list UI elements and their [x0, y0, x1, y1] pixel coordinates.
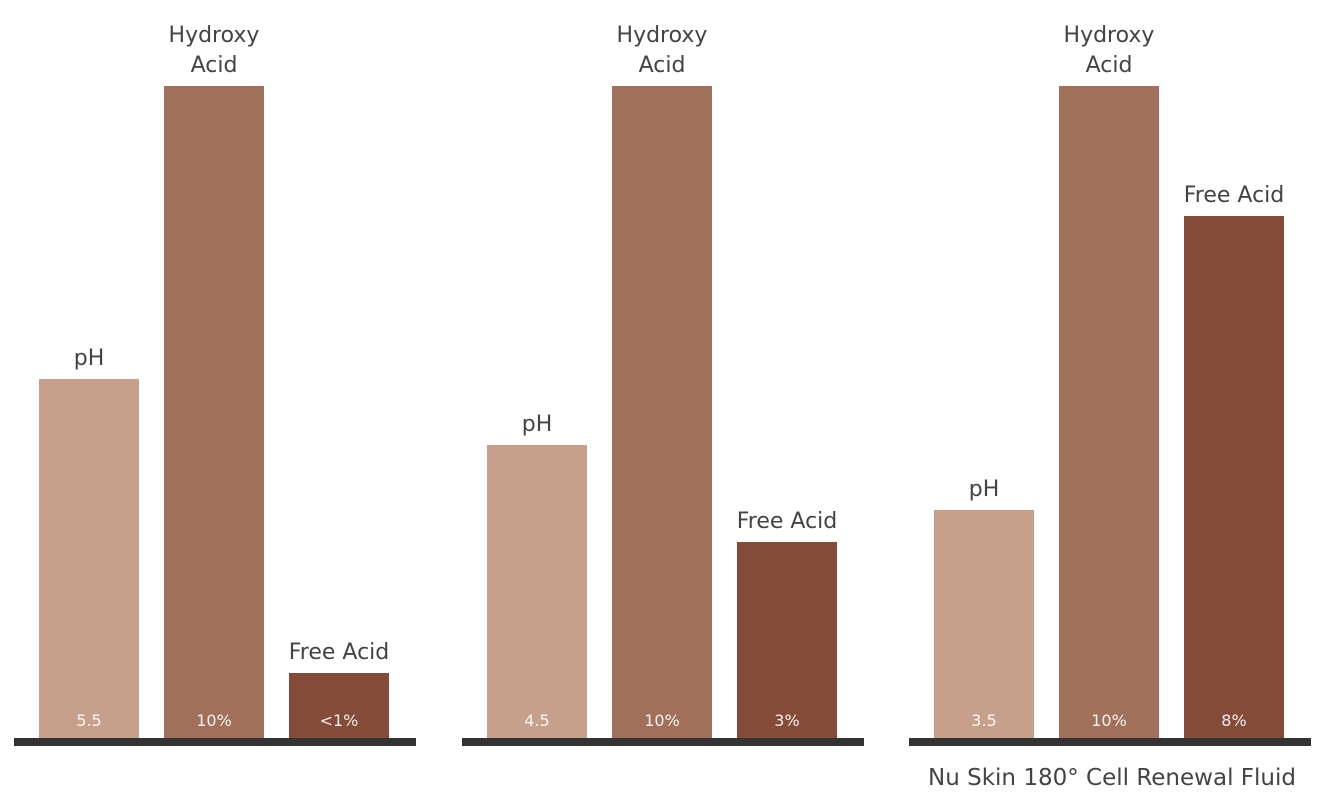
bar-panel-3: pH 3.5 Hydroxy Acid 10% Free Acid 8% Nu Skin 18… — [909, 23, 1311, 791]
bar — [39, 379, 139, 738]
bar-category-label: Hydroxy — [169, 23, 260, 48]
bar-category-label: Free Acid — [289, 640, 390, 665]
bar-category-label: pH — [74, 346, 105, 371]
bar — [164, 86, 264, 738]
bar-value-label: 10% — [1091, 711, 1127, 730]
panel-baseline — [909, 738, 1311, 746]
bar-category-label: Acid — [639, 53, 686, 78]
panel-baseline — [462, 738, 864, 746]
bar — [1184, 216, 1284, 738]
bar-category-label: pH — [969, 477, 1000, 502]
bar — [487, 445, 587, 738]
bar — [612, 86, 712, 738]
bar — [289, 673, 389, 738]
bar-value-label: 4.5 — [524, 711, 549, 730]
bar-category-label: Acid — [1086, 53, 1133, 78]
bar-category-label: Free Acid — [737, 509, 838, 534]
bar-category-label: Hydroxy — [1064, 23, 1155, 48]
bar-value-label: 3.5 — [971, 711, 996, 730]
bar-category-label: Acid — [191, 53, 238, 78]
bar-value-label: 3% — [774, 711, 799, 730]
bar-value-label: 10% — [196, 711, 232, 730]
bar — [1059, 86, 1159, 738]
bar-panel-1: pH 5.5 Hydroxy Acid 10% Free Acid <1% — [14, 23, 416, 746]
bar-value-label: <1% — [320, 711, 359, 730]
bar-category-label: Hydroxy — [617, 23, 708, 48]
bar-value-label: 5.5 — [76, 711, 101, 730]
bar-category-label: Free Acid — [1184, 183, 1285, 208]
bar — [934, 510, 1034, 738]
panel-caption: Nu Skin 180° Cell Renewal Fluid — [928, 765, 1296, 791]
bar-value-label: 10% — [644, 711, 680, 730]
bar-panel-2: pH 4.5 Hydroxy Acid 10% Free Acid 3% — [462, 23, 864, 746]
bar-category-label: pH — [522, 412, 553, 437]
panel-baseline — [14, 738, 416, 746]
bar-value-label: 8% — [1221, 711, 1246, 730]
bar — [737, 542, 837, 738]
